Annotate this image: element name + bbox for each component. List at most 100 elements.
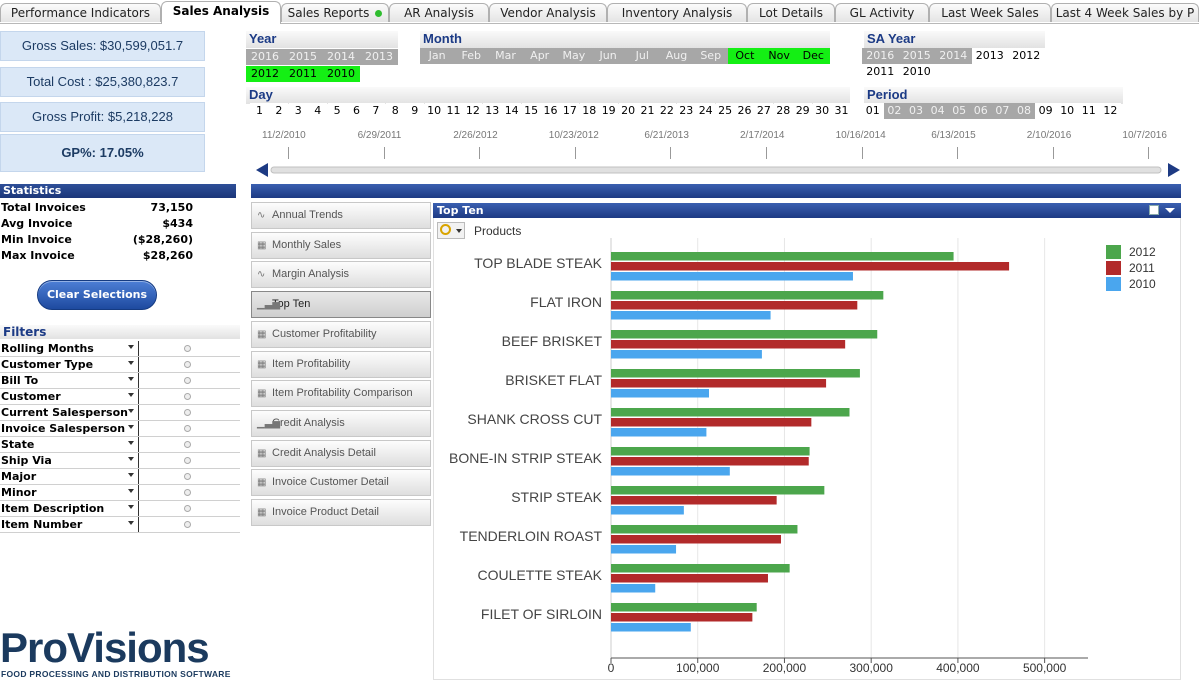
sheet-button-monthly-sales[interactable]: ▦ Monthly Sales (251, 231, 431, 259)
tab-sales-reports[interactable]: Sales Reports (281, 3, 389, 22)
listbox-value[interactable]: 2016 (246, 49, 284, 65)
listbox-value[interactable]: 10 (1056, 103, 1078, 119)
tab-vendor-analysis[interactable]: Vendor Analysis (489, 3, 607, 22)
listbox-value[interactable]: 2013 (360, 49, 398, 65)
day-value[interactable]: 29 (793, 103, 813, 119)
day-value[interactable]: 30 (812, 103, 832, 119)
sheet-button-customer-profitability[interactable]: ▦ Customer Profitability (251, 320, 431, 348)
chevron-down-icon[interactable] (128, 377, 134, 381)
tab-performance-indicators[interactable]: Performance Indicators (0, 3, 161, 22)
sheet-button-margin-analysis[interactable]: ∿ Margin Analysis (251, 261, 431, 289)
scroll-right-icon[interactable] (1168, 163, 1180, 177)
radio-icon[interactable] (184, 425, 191, 432)
filter-row[interactable]: Minor (0, 485, 240, 501)
day-value[interactable]: 14 (502, 103, 522, 119)
listbox-value[interactable]: 2011 (862, 64, 899, 80)
day-value[interactable]: 1 (250, 103, 269, 119)
listbox-value[interactable]: 2011 (284, 66, 322, 82)
sheet-button-annual-trends[interactable]: ∿ Annual Trends (251, 202, 431, 229)
listbox-value[interactable]: 2015 (898, 48, 935, 64)
listbox-value[interactable]: 12 (1099, 103, 1122, 119)
filter-row[interactable]: Customer (0, 389, 240, 405)
day-value[interactable]: 13 (482, 103, 502, 119)
day-value[interactable]: 26 (735, 103, 754, 119)
day-value[interactable]: 17 (560, 103, 580, 119)
filter-row[interactable]: State (0, 437, 240, 453)
tab-ar-analysis[interactable]: AR Analysis (389, 3, 489, 22)
filter-row[interactable]: Item Description (0, 501, 240, 517)
listbox-value[interactable]: 2015 (284, 49, 322, 65)
listbox-value[interactable]: 09 (1034, 103, 1057, 119)
day-value[interactable]: 2 (269, 103, 289, 119)
listbox-value[interactable]: Aug (659, 48, 694, 64)
listbox-value[interactable]: 2012 (246, 66, 284, 82)
listbox-value[interactable]: 05 (948, 103, 970, 119)
tab-last-week-sales[interactable]: Last Week Sales (929, 3, 1051, 22)
day-value[interactable]: 25 (715, 103, 735, 119)
day-value[interactable]: 16 (541, 103, 560, 119)
listbox-value[interactable]: Apr (522, 48, 557, 64)
radio-icon[interactable] (184, 393, 191, 400)
sheet-button-credit-analysis[interactable]: ▁▃▅ Credit Analysis (251, 409, 431, 437)
listbox-value[interactable]: Jan (420, 48, 455, 64)
day-value[interactable]: 23 (676, 103, 696, 119)
day-value[interactable]: 9 (405, 103, 425, 119)
day-value[interactable]: 21 (638, 103, 657, 119)
day-value[interactable]: 12 (463, 103, 483, 119)
day-value[interactable]: 8 (385, 103, 405, 119)
day-value[interactable]: 27 (754, 103, 774, 119)
sheet-button-item-profitability-comparison[interactable]: ▦ Item Profitability Comparison (251, 380, 431, 408)
listbox-value[interactable]: Mar (488, 48, 523, 64)
filter-row[interactable]: Current Salesperson (0, 405, 240, 421)
radio-icon[interactable] (184, 457, 191, 464)
sheet-button-invoice-product-detail[interactable]: ▦ Invoice Product Detail (251, 499, 431, 526)
chevron-down-icon[interactable] (128, 409, 134, 413)
chevron-down-icon[interactable] (128, 393, 134, 397)
listbox-value[interactable]: 2012 (1008, 48, 1045, 64)
chart-menu-icon[interactable] (1165, 208, 1175, 213)
radio-icon[interactable] (184, 409, 191, 416)
radio-icon[interactable] (184, 377, 191, 384)
listbox-value[interactable]: 2016 (862, 48, 899, 64)
chevron-down-icon[interactable] (128, 473, 134, 477)
filter-row[interactable]: Customer Type (0, 357, 240, 373)
listbox-value[interactable]: Jun (591, 48, 626, 64)
chevron-down-icon[interactable] (128, 345, 134, 349)
day-value[interactable]: 19 (599, 103, 619, 119)
sheet-button-top-ten[interactable]: ▁▃▅ Top Ten (251, 291, 431, 319)
listbox-value[interactable]: 06 (970, 103, 992, 119)
listbox-value[interactable]: 02 (883, 103, 906, 119)
listbox-value[interactable]: 2014 (322, 49, 360, 65)
listbox-value[interactable]: 2014 (935, 48, 972, 64)
tab-sales-analysis[interactable]: Sales Analysis (161, 1, 281, 24)
maximize-icon[interactable] (1149, 205, 1159, 215)
day-value[interactable]: 24 (696, 103, 716, 119)
radio-icon[interactable] (184, 521, 191, 528)
filter-row[interactable]: Rolling Months (0, 341, 240, 357)
day-value[interactable]: 31 (832, 103, 851, 119)
day-value[interactable]: 7 (366, 103, 386, 119)
listbox-value[interactable]: 03 (905, 103, 927, 119)
sheet-button-item-profitability[interactable]: ▦ Item Profitability (251, 350, 431, 378)
tab-inventory-analysis[interactable]: Inventory Analysis (607, 3, 747, 22)
clear-selections-button[interactable]: Clear Selections (37, 280, 157, 310)
chevron-down-icon[interactable] (128, 441, 134, 445)
day-value[interactable]: 3 (288, 103, 308, 119)
listbox-value[interactable]: May (556, 48, 591, 64)
listbox-value[interactable]: 2010 (898, 64, 935, 80)
listbox-value[interactable]: 11 (1078, 103, 1100, 119)
chevron-down-icon[interactable] (128, 521, 134, 525)
day-value[interactable]: 10 (424, 103, 444, 119)
radio-icon[interactable] (184, 441, 191, 448)
listbox-value[interactable]: 04 (926, 103, 949, 119)
listbox-value[interactable]: 2013 (971, 48, 1008, 64)
listbox-value[interactable]: Oct (727, 48, 762, 64)
slider-track[interactable] (270, 166, 1162, 174)
radio-icon[interactable] (184, 505, 191, 512)
radio-icon[interactable] (184, 345, 191, 352)
cycle-dimension-button[interactable] (437, 222, 465, 239)
chevron-down-icon[interactable] (128, 361, 134, 365)
day-value[interactable]: 6 (347, 103, 366, 119)
sheet-button-invoice-customer-detail[interactable]: ▦ Invoice Customer Detail (251, 469, 431, 497)
chevron-down-icon[interactable] (128, 457, 134, 461)
